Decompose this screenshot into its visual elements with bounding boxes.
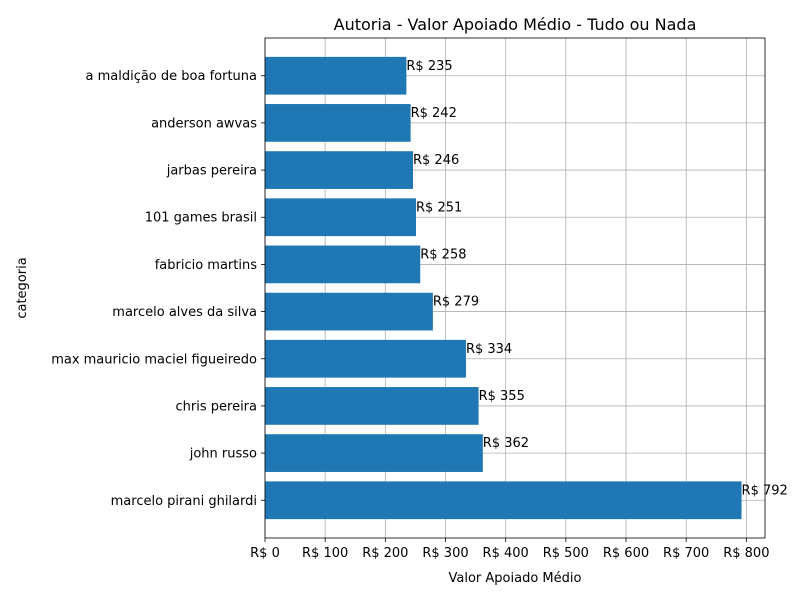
x-tick-label: R$ 800 <box>723 546 769 561</box>
ticks-layer: R$ 0 R$ 100 R$ 200 R$ 300 R$ 400 R$ 500 R$ 600… <box>51 69 769 561</box>
y-tick-label: 101 games brasil <box>145 211 257 226</box>
y-tick-label: jarbas pereira <box>166 164 257 179</box>
y-tick-label: john russo <box>189 447 257 462</box>
x-tick-label: R$ 200 <box>362 546 408 561</box>
bar-value-label: R$ 242 <box>411 106 457 121</box>
y-tick-label: a maldição de boa fortuna <box>85 69 257 84</box>
bar <box>265 434 483 472</box>
x-tick-label: R$ 500 <box>543 546 589 561</box>
bar <box>265 198 417 237</box>
x-tick-label: R$ 400 <box>483 546 529 561</box>
bar <box>265 292 433 331</box>
bar-value-label: R$ 258 <box>420 248 466 263</box>
bar-value-label: R$ 362 <box>483 436 529 451</box>
x-axis-label: Valor Apoiado Médio <box>449 571 582 586</box>
bar <box>265 56 407 95</box>
bar <box>265 387 479 425</box>
y-tick-label: anderson awvas <box>151 116 257 131</box>
y-tick-label: fabricio martins <box>155 258 258 273</box>
x-tick-label: R$ 100 <box>302 546 348 561</box>
x-tick-label: R$ 0 <box>250 546 280 561</box>
y-tick-label: marcelo alves da silva <box>112 305 257 320</box>
bar <box>265 481 742 520</box>
bar-value-label: R$ 251 <box>416 200 462 215</box>
bar-value-label: R$ 355 <box>479 389 525 404</box>
x-tick-label: R$ 600 <box>603 546 649 561</box>
bar-value-label: R$ 246 <box>413 153 459 168</box>
x-tick-label: R$ 300 <box>422 546 468 561</box>
bar <box>265 245 421 284</box>
y-tick-label: marcelo pirani ghilardi <box>111 494 257 509</box>
chart-title: Autoria - Valor Apoiado Médio - Tudo ou … <box>334 15 697 34</box>
y-tick-label: chris pereira <box>176 399 257 414</box>
bar <box>265 104 411 142</box>
x-tick-label: R$ 700 <box>663 546 709 561</box>
y-axis-label: categoria <box>15 257 30 318</box>
bars-layer <box>265 56 742 520</box>
bar <box>265 339 466 378</box>
bar-value-label: R$ 279 <box>433 295 479 310</box>
bar <box>265 151 414 189</box>
y-tick-label: max mauricio maciel figueiredo <box>51 352 257 367</box>
bar-value-label: R$ 235 <box>406 59 452 74</box>
bar-value-label: R$ 334 <box>466 342 512 357</box>
plot-frame <box>264 37 766 539</box>
